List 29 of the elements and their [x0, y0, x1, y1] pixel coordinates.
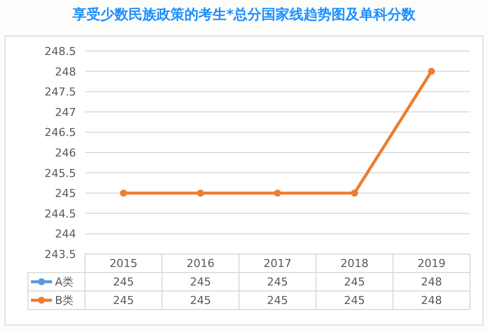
legend-label: B类 — [55, 294, 74, 307]
text: 245 — [344, 276, 365, 288]
data-label: 245 — [344, 294, 365, 307]
y-tick-label: 244.5 — [44, 207, 76, 220]
text: 245 — [113, 276, 134, 288]
y-tick-label: 248.5 — [44, 45, 76, 58]
y-tick-label: 246.5 — [44, 126, 76, 140]
y-tick-label: 243.5 — [44, 248, 76, 261]
y-tick-label: 247.5 — [44, 86, 76, 99]
data-label: 245 — [190, 294, 211, 307]
text: 248 — [421, 276, 442, 288]
y-tick-label: 246 — [55, 146, 76, 160]
y-tick-label: 245.5 — [44, 166, 76, 180]
chart-title: 享受少数民族政策的考生*总分国家线趋势图及单科分数 — [71, 6, 417, 23]
y-tick-label: 245 — [55, 187, 76, 200]
text: 245 — [267, 276, 288, 288]
x-tick-label: 2016 — [186, 257, 214, 270]
y-tick-label: 248 — [55, 65, 76, 78]
legend-label: A类 — [55, 276, 74, 288]
data-label: 248 — [421, 294, 442, 307]
x-tick-label: 2018 — [340, 257, 368, 270]
x-tick-label: 2019 — [418, 257, 446, 270]
data-label: 245 — [113, 294, 134, 307]
x-tick-label: 2015 — [110, 257, 138, 270]
x-tick-label: 2017 — [264, 257, 292, 270]
text: 245 — [190, 276, 211, 288]
y-tick-label: 244 — [55, 228, 76, 241]
y-tick-label: 247 — [55, 106, 76, 119]
data-label: 245 — [267, 294, 288, 307]
